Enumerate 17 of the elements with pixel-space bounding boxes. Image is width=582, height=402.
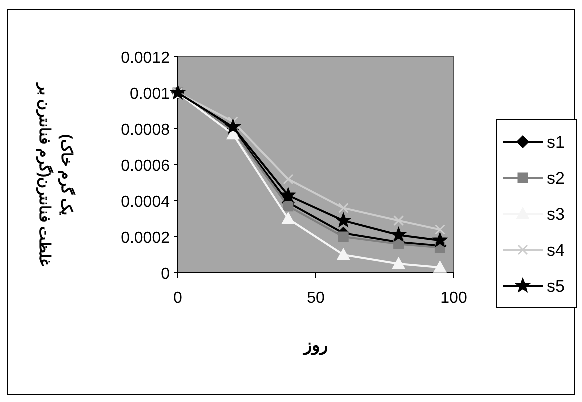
y-tick-label: 0.0006 <box>121 158 170 175</box>
y-tick-label: 0.0012 <box>121 50 170 67</box>
y-tick-label: 0.0008 <box>121 122 170 139</box>
legend-label: s4 <box>547 241 565 260</box>
legend-label: s1 <box>547 133 565 152</box>
y-tick-label: 0.001 <box>130 86 170 103</box>
x-tick-label: 50 <box>307 290 325 307</box>
legend-label: s5 <box>547 277 565 296</box>
y-tick-label: 0 <box>161 266 170 283</box>
legend-label: s3 <box>547 205 565 224</box>
y-tick-label: 0.0002 <box>121 230 170 247</box>
x-axis-title: روز <box>302 336 328 356</box>
x-tick-label: 100 <box>440 290 468 307</box>
legend-label: s2 <box>547 169 565 188</box>
y-axis-title: غلظت فنانترن(گرم فنانترن بر یک گرم خاک) <box>36 82 76 267</box>
x-tick-label: 0 <box>174 290 183 307</box>
y-tick-label: 0.0004 <box>121 194 170 211</box>
